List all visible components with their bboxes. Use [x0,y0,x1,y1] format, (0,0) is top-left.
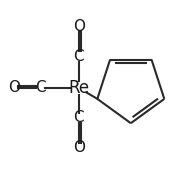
Text: C: C [74,110,84,125]
Text: O: O [73,140,85,155]
Text: O: O [73,19,85,34]
Text: C: C [35,80,46,96]
Text: Re: Re [68,79,90,97]
Text: C: C [74,49,84,64]
Text: O: O [8,80,20,96]
